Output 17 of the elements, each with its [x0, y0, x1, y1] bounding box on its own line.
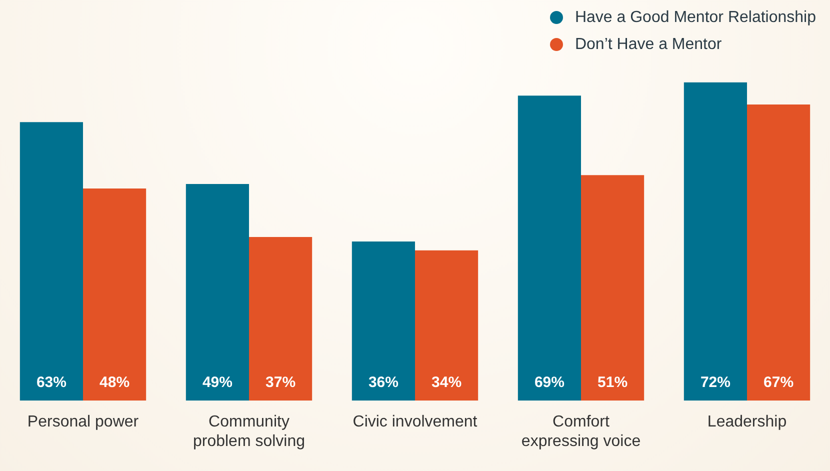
x-tick-label: Community problem solving	[192, 414, 306, 450]
x-tick-label: Personal power	[27, 414, 140, 431]
data-label: 72%	[700, 374, 730, 392]
data-label: 49%	[202, 374, 232, 392]
x-tick-label: Comfort expressing voice	[521, 414, 641, 450]
data-label: 37%	[266, 374, 296, 392]
data-label: 69%	[534, 374, 564, 392]
data-label: 36%	[368, 374, 398, 392]
data-label: 67%	[764, 374, 794, 392]
x-tick-label: Leadership	[707, 414, 787, 431]
data-label: 34%	[432, 374, 462, 392]
legend-label: Have a Good Mentor Relationship	[574, 8, 816, 26]
x-tick-label: Civic involvement	[352, 414, 478, 431]
data-label: 63%	[36, 374, 66, 392]
legend-label: Don’t Have a Mentor	[574, 36, 722, 54]
data-label: 51%	[598, 374, 628, 392]
data-label: 48%	[100, 374, 130, 392]
